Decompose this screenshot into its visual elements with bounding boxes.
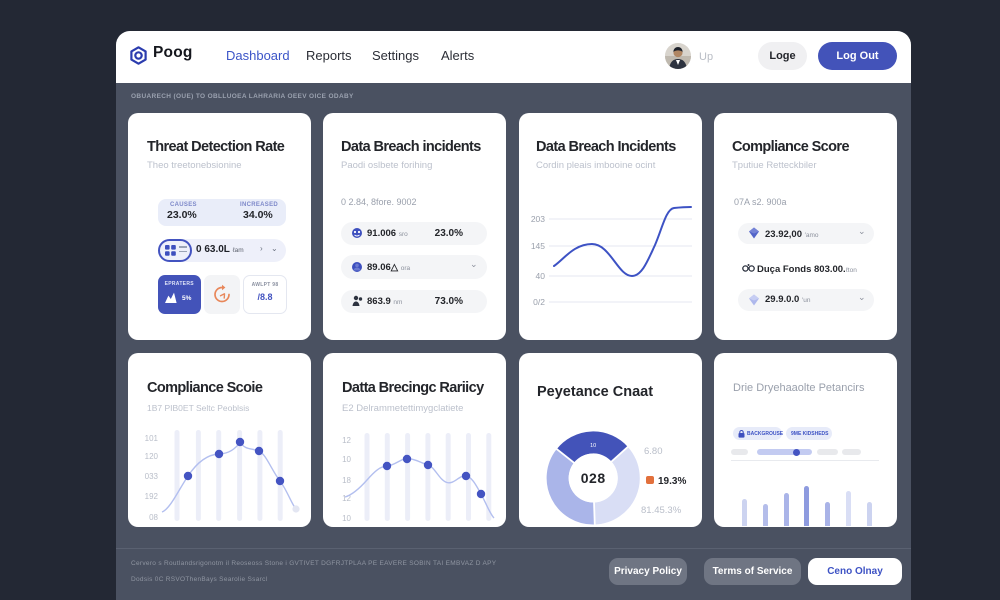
- svg-text:145: 145: [531, 241, 545, 251]
- svg-text:10: 10: [590, 443, 596, 449]
- svg-text:120: 120: [145, 452, 159, 461]
- svg-text:203: 203: [531, 214, 545, 224]
- svg-text:033: 033: [145, 472, 159, 481]
- svg-text:101: 101: [145, 434, 159, 443]
- svg-text:192: 192: [145, 492, 159, 501]
- svg-text:18: 18: [342, 476, 351, 485]
- svg-text:08: 08: [149, 513, 158, 522]
- svg-text:10: 10: [342, 514, 351, 523]
- svg-text:40: 40: [536, 271, 546, 281]
- svg-text:12: 12: [342, 494, 351, 503]
- svg-text:028: 028: [580, 470, 605, 486]
- svg-text:12: 12: [342, 436, 351, 445]
- svg-text:0/2: 0/2: [533, 297, 545, 307]
- svg-text:10: 10: [342, 455, 351, 464]
